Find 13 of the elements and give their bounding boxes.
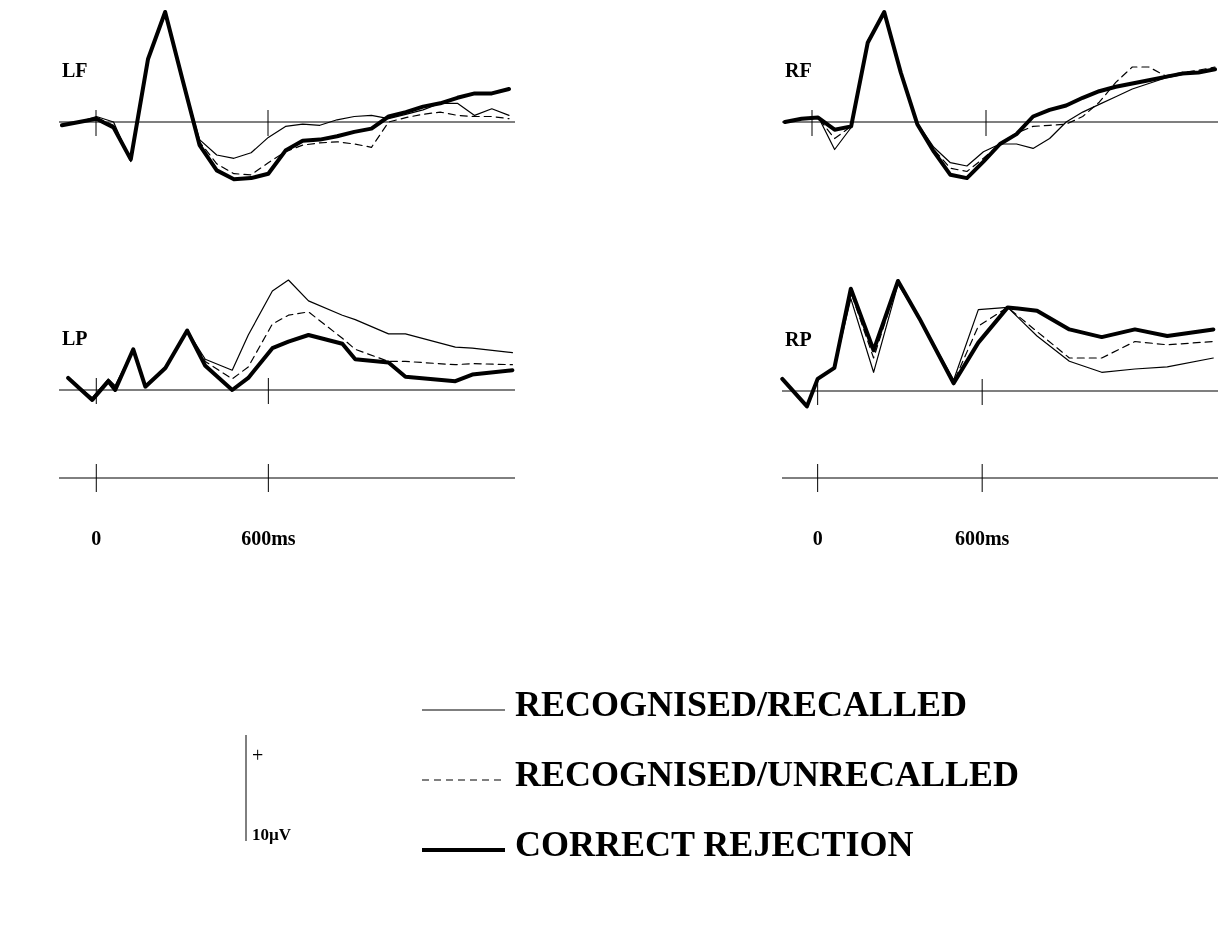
x-tick-label: 0 xyxy=(91,527,102,549)
text: RF xyxy=(785,59,812,81)
text: LF xyxy=(62,59,88,81)
x-tick-label: 600ms xyxy=(241,527,296,549)
legend-label: CORRECT REJECTION xyxy=(515,824,914,864)
text: 10µV xyxy=(252,825,292,844)
legend-label: RECOGNISED/RECALLED xyxy=(515,684,968,724)
text: LP xyxy=(62,327,88,349)
text: RP xyxy=(785,328,812,350)
legend-label: RECOGNISED/UNRECALLED xyxy=(515,754,1020,794)
x-tick-label: 600ms xyxy=(954,527,1010,549)
text: + xyxy=(252,744,264,766)
x-tick-label: 0 xyxy=(812,527,823,549)
